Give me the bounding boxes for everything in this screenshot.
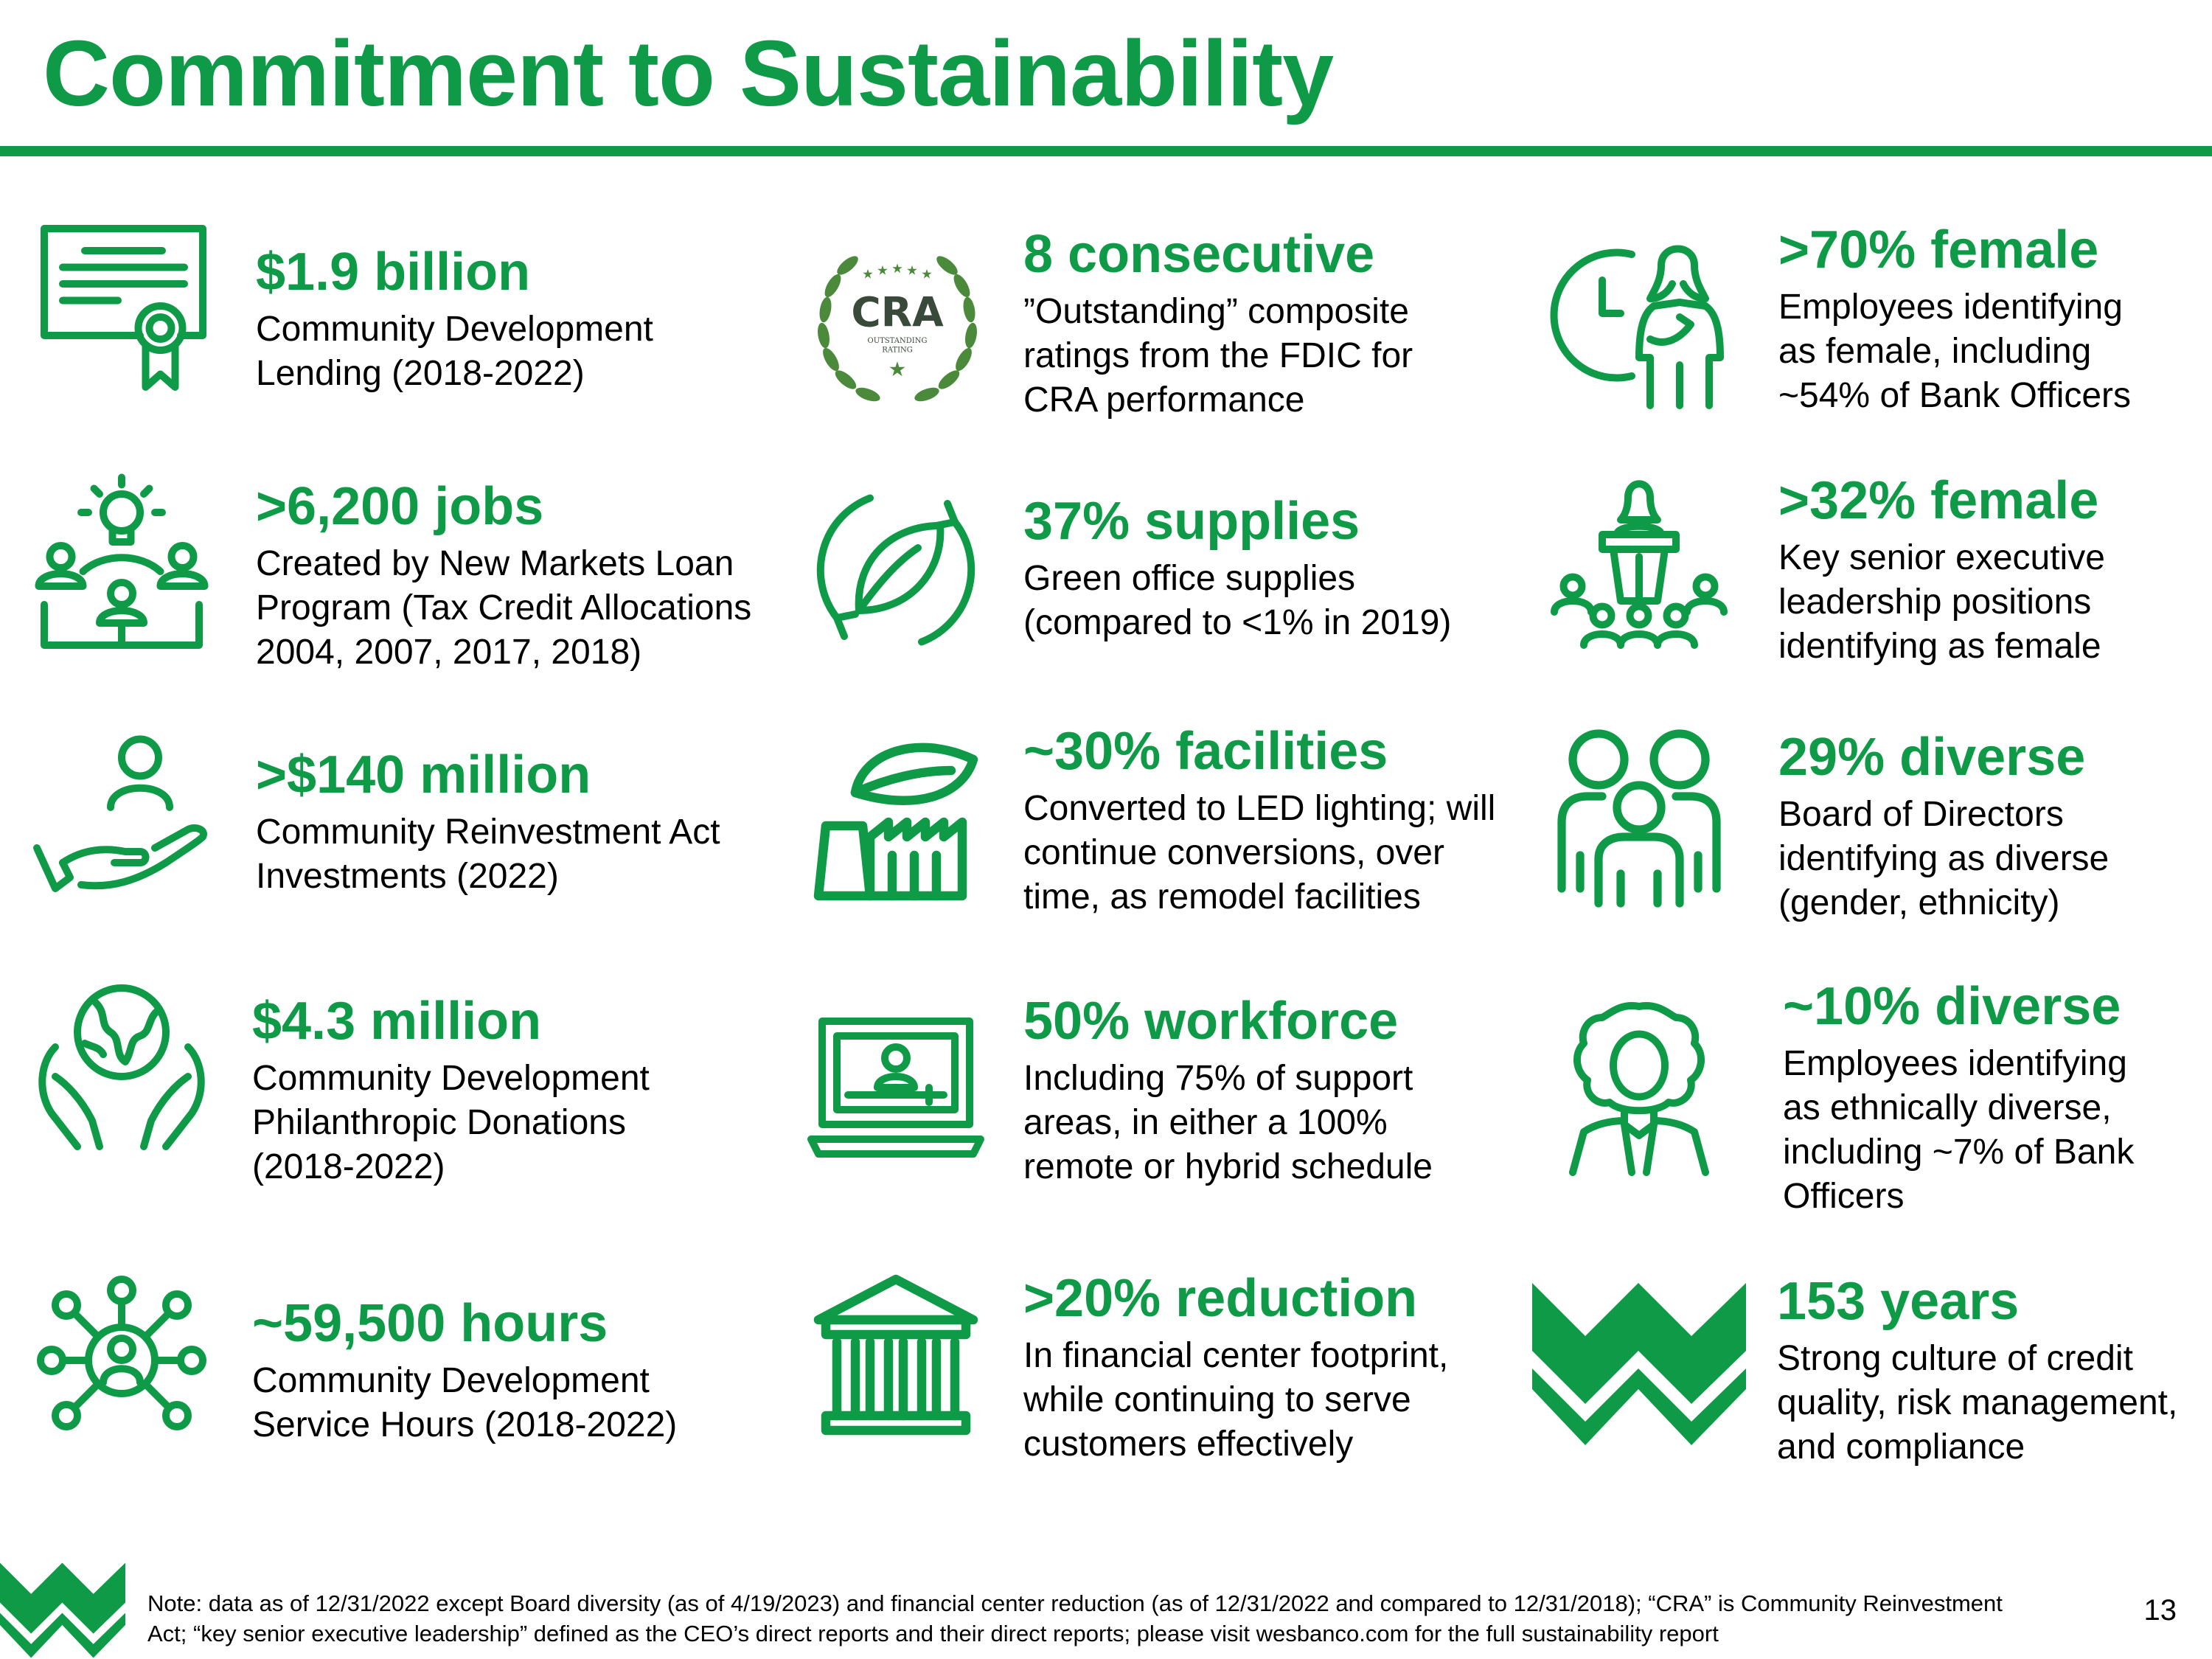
female-professional-clock-icon [1547,229,1731,413]
svg-text:★: ★ [906,264,918,279]
stat-desc-female-employees: Employees identifying as female, includi… [1778,288,2132,416]
stat-desc-cra: ”Outstanding” composite ratings from the… [1023,292,1413,420]
stat-desc-female-leadership: Key senior executive leadership position… [1778,538,2105,667]
stat-headline-board-diversity: 29% diverse [1778,728,2086,787]
stat-desc-years: Strong culture of credit quality, risk m… [1777,1339,2178,1467]
stat-desc-lending: Community Development Lending (2018-2022… [256,310,653,394]
stat-desc-investments: Community Reinvestment Act Investments (… [256,813,720,897]
svg-text:★: ★ [921,268,933,282]
svg-text:★: ★ [877,264,888,279]
stat-headline-donations: $4.3 million [252,992,542,1051]
curly-hair-person-icon [1547,995,1731,1180]
stat-headline-facilities: ~30% facilities [1023,722,1388,781]
svg-text:OUTSTANDING: OUTSTANDING [868,337,928,345]
stat-headline-hours: ~59,500 hours [252,1294,608,1353]
stat-headline-workforce: 50% workforce [1023,992,1399,1051]
svg-text:★: ★ [888,358,907,381]
stat-desc-jobs: Created by New Markets Loan Program (Tax… [256,544,752,672]
footnote: Note: data as of 12/31/2022 except Board… [147,1590,2003,1646]
stat-headline-supplies: 37% supplies [1023,492,1360,551]
recycle-leaf-icon [804,478,988,662]
stat-headline-cra: 8 consecutive [1023,225,1375,284]
svg-text:★: ★ [862,268,874,282]
stat-headline-lending: $1.9 billion [256,243,531,302]
green-factory-icon [804,726,988,911]
stat-headline-jobs: >6,200 jobs [256,477,544,536]
network-person-icon [29,1268,214,1453]
stat-desc-footprint: In financial center footprint, while con… [1023,1336,1449,1464]
laptop-remote-worker-icon [804,995,988,1180]
stat-headline-investments: >$140 million [256,745,591,804]
page-title: Commitment to Sustainability [43,21,1334,125]
stat-headline-female-leadership: >32% female [1778,471,2099,530]
title-divider [0,146,2212,156]
hand-person-icon [29,730,214,914]
stat-desc-supplies: Green office supplies (compared to <1% i… [1023,559,1452,643]
team-idea-icon [29,472,214,656]
group-people-icon [1547,726,1731,911]
stat-desc-workforce: Including 75% of support areas, in eithe… [1023,1059,1433,1187]
page-number: 13 [2143,1594,2177,1627]
stat-desc-hours: Community Development Service Hours (201… [252,1361,678,1445]
stat-headline-footprint: >20% reduction [1023,1269,1418,1328]
svg-text:RATING: RATING [882,347,913,355]
stat-headline-ethnic-diversity: ~10% diverse [1783,977,2121,1036]
certificate-icon [29,214,214,398]
stat-desc-facilities: Converted to LED lighting; will continue… [1023,789,1496,917]
cra-badge-text: CRA [851,289,944,336]
stat-desc-ethnic-diversity: Employees identifying as ethnically dive… [1783,1044,2135,1217]
cra-outstanding-rating-badge: ★ ★ ★ ★ ★ ★ CRA OUTSTANDING RATING [805,229,990,413]
speaker-podium-icon [1547,472,1731,656]
wesbanco-w-logo [1532,1283,1746,1445]
footer-logo [0,1562,125,1659]
hands-globe-icon [29,977,214,1161]
stat-headline-years: 153 years [1777,1272,2020,1331]
stat-desc-board-diversity: Board of Directors identifying as divers… [1778,795,2110,923]
stat-desc-donations: Community Development Philanthropic Dona… [252,1059,650,1187]
bank-building-icon [804,1268,988,1453]
stat-headline-female-employees: >70% female [1778,220,2099,279]
svg-text:★: ★ [891,262,903,276]
